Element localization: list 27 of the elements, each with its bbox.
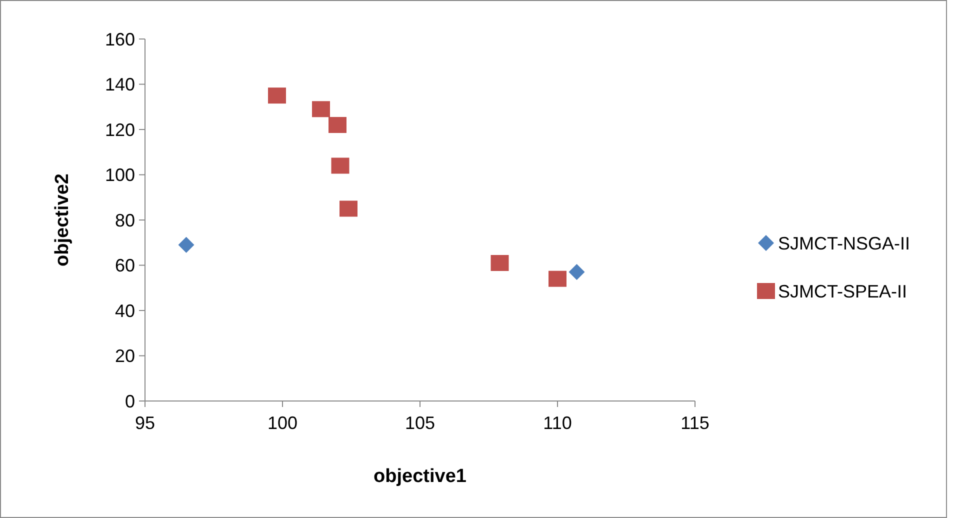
point bbox=[490, 254, 509, 271]
y-tick-label: 100 bbox=[104, 165, 135, 186]
y-tick-label: 0 bbox=[124, 391, 135, 412]
y-tick-label: 120 bbox=[104, 120, 135, 140]
point bbox=[178, 236, 194, 253]
y-tick-label: 40 bbox=[114, 300, 135, 321]
legend-label: SJMCT-NSGA-II bbox=[778, 233, 910, 254]
x-tick-label: 115 bbox=[680, 413, 710, 433]
point bbox=[548, 270, 566, 287]
point bbox=[268, 88, 286, 104]
point bbox=[340, 200, 358, 217]
point bbox=[331, 158, 350, 174]
point bbox=[312, 101, 330, 118]
point bbox=[328, 116, 346, 133]
y-tick-label: 20 bbox=[114, 346, 135, 366]
y-tick-label: 140 bbox=[104, 74, 135, 95]
legend-label: SJMCT-SPEA-II bbox=[778, 281, 908, 302]
x-axis-title: objective1 bbox=[374, 466, 467, 487]
y-tick-label: 80 bbox=[114, 210, 135, 230]
y-tick-label: 60 bbox=[114, 256, 135, 276]
x-tick-label: 95 bbox=[134, 413, 156, 433]
point bbox=[568, 264, 585, 280]
x-tick-label: 105 bbox=[404, 413, 436, 433]
x-tick-label: 100 bbox=[267, 413, 298, 433]
x-tick-label: 110 bbox=[543, 413, 572, 433]
y-tick-label: 160 bbox=[104, 29, 135, 50]
y-axis-title: objective2 bbox=[52, 174, 73, 266]
